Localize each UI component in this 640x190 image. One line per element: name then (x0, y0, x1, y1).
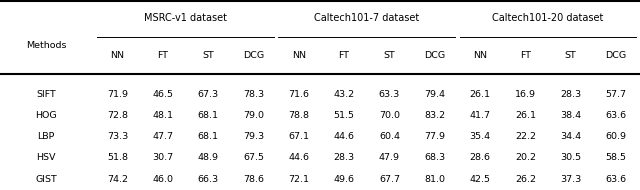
Text: NN: NN (292, 51, 306, 60)
Text: Caltech101-7 dataset: Caltech101-7 dataset (314, 13, 419, 23)
Text: MSRC-v1 dataset: MSRC-v1 dataset (144, 13, 227, 23)
Text: 46.5: 46.5 (152, 89, 173, 99)
Text: 51.5: 51.5 (333, 111, 355, 120)
Text: 71.6: 71.6 (288, 89, 309, 99)
Text: Caltech101-20 dataset: Caltech101-20 dataset (492, 13, 604, 23)
Text: 70.0: 70.0 (379, 111, 400, 120)
Text: 48.1: 48.1 (152, 111, 173, 120)
Text: ST: ST (383, 51, 396, 60)
Text: 26.1: 26.1 (470, 89, 490, 99)
Text: 79.3: 79.3 (243, 132, 264, 141)
Text: 35.4: 35.4 (470, 132, 491, 141)
Text: 78.8: 78.8 (288, 111, 309, 120)
Text: 48.9: 48.9 (198, 153, 218, 162)
Text: 44.6: 44.6 (333, 132, 355, 141)
Text: 78.3: 78.3 (243, 89, 264, 99)
Text: 51.8: 51.8 (107, 153, 128, 162)
Text: 26.1: 26.1 (515, 111, 536, 120)
Text: 72.1: 72.1 (288, 175, 309, 184)
Text: 20.2: 20.2 (515, 153, 536, 162)
Text: 60.9: 60.9 (605, 132, 627, 141)
Text: ST: ST (565, 51, 577, 60)
Text: 63.6: 63.6 (605, 175, 627, 184)
Text: DCG: DCG (424, 51, 445, 60)
Text: 72.8: 72.8 (107, 111, 128, 120)
Text: DCG: DCG (243, 51, 264, 60)
Text: 46.0: 46.0 (152, 175, 173, 184)
Text: 47.7: 47.7 (152, 132, 173, 141)
Text: 67.1: 67.1 (288, 132, 309, 141)
Text: FT: FT (520, 51, 531, 60)
Text: 68.1: 68.1 (198, 111, 218, 120)
Text: 30.5: 30.5 (560, 153, 581, 162)
Text: 74.2: 74.2 (107, 175, 128, 184)
Text: 44.6: 44.6 (288, 153, 309, 162)
Text: FT: FT (157, 51, 168, 60)
Text: 67.7: 67.7 (379, 175, 400, 184)
Text: 63.6: 63.6 (605, 111, 627, 120)
Text: 60.4: 60.4 (379, 132, 400, 141)
Text: 81.0: 81.0 (424, 175, 445, 184)
Text: 67.3: 67.3 (198, 89, 219, 99)
Text: DCG: DCG (605, 51, 627, 60)
Text: 16.9: 16.9 (515, 89, 536, 99)
Text: 73.3: 73.3 (107, 132, 128, 141)
Text: 68.1: 68.1 (198, 132, 218, 141)
Text: ST: ST (202, 51, 214, 60)
Text: 79.0: 79.0 (243, 111, 264, 120)
Text: 67.5: 67.5 (243, 153, 264, 162)
Text: 37.3: 37.3 (560, 175, 581, 184)
Text: 28.3: 28.3 (560, 89, 581, 99)
Text: 66.3: 66.3 (198, 175, 219, 184)
Text: 49.6: 49.6 (333, 175, 355, 184)
Text: 41.7: 41.7 (470, 111, 490, 120)
Text: 30.7: 30.7 (152, 153, 173, 162)
Text: GIST: GIST (35, 175, 57, 184)
Text: LBP: LBP (37, 132, 55, 141)
Text: 43.2: 43.2 (333, 89, 355, 99)
Text: 22.2: 22.2 (515, 132, 536, 141)
Text: HSV: HSV (36, 153, 56, 162)
Text: 34.4: 34.4 (560, 132, 581, 141)
Text: 28.6: 28.6 (470, 153, 490, 162)
Text: 26.2: 26.2 (515, 175, 536, 184)
Text: Methods: Methods (26, 41, 67, 50)
Text: 79.4: 79.4 (424, 89, 445, 99)
Text: 78.6: 78.6 (243, 175, 264, 184)
Text: SIFT: SIFT (36, 89, 56, 99)
Text: 63.3: 63.3 (379, 89, 400, 99)
Text: NN: NN (473, 51, 487, 60)
Text: 71.9: 71.9 (107, 89, 128, 99)
Text: 58.5: 58.5 (605, 153, 627, 162)
Text: HOG: HOG (35, 111, 57, 120)
Text: 42.5: 42.5 (470, 175, 490, 184)
Text: 83.2: 83.2 (424, 111, 445, 120)
Text: NN: NN (110, 51, 124, 60)
Text: 28.3: 28.3 (333, 153, 355, 162)
Text: 77.9: 77.9 (424, 132, 445, 141)
Text: 47.9: 47.9 (379, 153, 400, 162)
Text: 57.7: 57.7 (605, 89, 627, 99)
Text: 68.3: 68.3 (424, 153, 445, 162)
Text: 38.4: 38.4 (560, 111, 581, 120)
Text: FT: FT (339, 51, 349, 60)
